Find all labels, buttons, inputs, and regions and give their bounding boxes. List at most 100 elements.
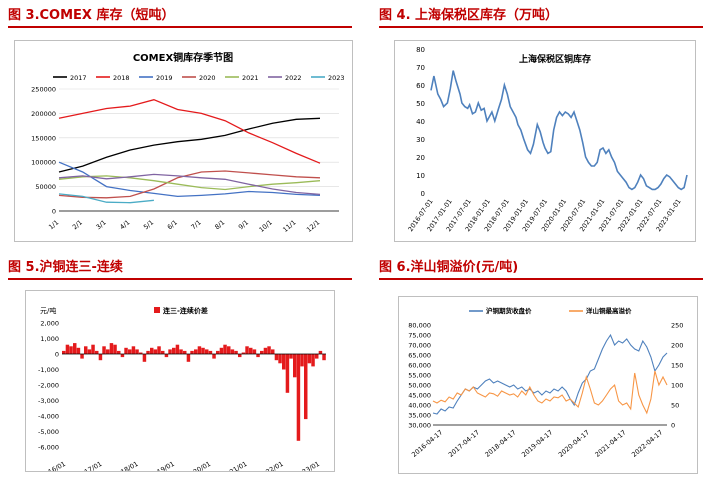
series-line-2018	[58, 99, 321, 164]
y-tick-label: 50	[416, 100, 425, 108]
y2-tick-label: 100	[671, 382, 683, 390]
bar	[304, 354, 308, 420]
series-line-2021	[58, 175, 321, 191]
spread-chart: 元/吨 连三-连续价差 2,000 1,000 0 -1,000 -2,000 -3,00…	[38, 306, 326, 471]
y-tick-label: 40	[416, 118, 425, 126]
x-tick-label: 2019-04-17	[520, 428, 554, 458]
bar	[164, 354, 169, 358]
figure-3-header: 图 3.COMEX 库存（短吨）	[8, 4, 352, 28]
chart-title: COMEX铜库存季节图	[133, 51, 233, 64]
bar	[150, 347, 154, 354]
figure-4-title: 图 4. 上海保税区库存（万吨）	[379, 8, 559, 23]
y-tick-label: 200000	[31, 110, 56, 118]
x-tick-label: 8/1	[213, 218, 226, 231]
bar	[197, 346, 202, 355]
bar	[157, 346, 161, 355]
x-tick-label: 20/01	[192, 460, 212, 471]
bar	[73, 343, 77, 354]
bar	[98, 354, 103, 361]
y2-tick-label: 50	[671, 402, 679, 410]
bar	[62, 350, 66, 354]
shanghai-chart-panel: 上海保税区铜库存 0 10 20 30 40 50 60 70 80 2016-07-01 2017…	[394, 40, 696, 242]
y-tick-label: 55,000	[408, 372, 431, 380]
comex-chart-panel: COMEX铜库存季节图 2017 2018 2019 2020 2021 2022 2023…	[14, 40, 353, 242]
y-tick-label: -3,000	[38, 397, 59, 405]
bar	[153, 349, 158, 354]
bar	[186, 354, 191, 362]
bar	[300, 354, 304, 367]
bar	[274, 354, 279, 361]
y-tick-label: 70	[416, 64, 425, 72]
y-tick-label: 2,000	[40, 320, 59, 328]
x-tick-label: 22/01	[264, 460, 284, 471]
bar	[293, 354, 297, 378]
bar	[179, 349, 183, 354]
legend-label: 2019	[156, 74, 173, 82]
bar	[95, 350, 99, 354]
bar	[216, 350, 220, 354]
y-tick-label: 20	[416, 154, 425, 162]
figure-4-header: 图 4. 上海保税区库存（万吨）	[379, 4, 703, 28]
series-line-洋山铜最高溢价	[432, 370, 668, 415]
x-tick-label: 11/1	[281, 218, 297, 234]
x-tick-label: 23/01	[301, 460, 321, 471]
figure-5-header: 图 5.沪铜连三-连续	[8, 256, 352, 280]
y-tick-label: 45,000	[408, 392, 431, 400]
bar	[260, 350, 264, 354]
y-tick-label: -5,000	[38, 428, 59, 436]
x-tick-label: 3/1	[95, 218, 108, 231]
bar	[139, 352, 143, 354]
x-tick-label: 21/01	[228, 460, 248, 471]
legend-label: 2020	[199, 74, 216, 82]
y-tick-label: -1,000	[38, 366, 59, 374]
series-line-2019	[58, 161, 321, 198]
y-tick-label: -4,000	[38, 413, 59, 421]
shanghai-chart: 上海保税区铜库存 010203040506070802016-07-012017…	[406, 46, 688, 233]
bar	[282, 354, 286, 370]
bar	[87, 349, 92, 354]
x-tick-label: 12/1	[305, 218, 321, 234]
legend-label: 连三-连续价差	[163, 306, 208, 315]
y-tick-label: 60	[416, 82, 425, 90]
x-tick-label: 4/1	[118, 218, 131, 231]
bar	[245, 346, 249, 355]
bar	[168, 349, 172, 354]
bar	[146, 350, 150, 354]
bar	[142, 354, 147, 362]
spread-chart-panel: 元/吨 连三-连续价差 2,000 1,000 0 -1,000 -2,000 -3,00…	[25, 290, 335, 472]
x-tick-label: 2017-04-17	[447, 428, 481, 458]
y-tick-label: 1,000	[40, 335, 59, 343]
y-tick-label: 30,000	[408, 422, 431, 430]
y2-tick-label: 200	[671, 342, 683, 350]
bar	[311, 354, 315, 367]
y-axis-unit: 元/吨	[40, 306, 56, 315]
y-tick-label: 50000	[35, 183, 56, 191]
bar	[322, 354, 326, 361]
bar	[117, 350, 121, 354]
x-tick-label: 9/1	[237, 218, 250, 231]
bar	[194, 349, 198, 354]
y-tick-label: 0	[421, 190, 425, 198]
x-tick-label: 2/1	[71, 218, 84, 231]
chart-title: 上海保税区铜库存	[519, 53, 591, 65]
y-tick-label: 0	[55, 351, 59, 359]
series-line-2022	[58, 173, 321, 196]
bar	[212, 354, 216, 359]
x-tick-label: 5/1	[142, 218, 155, 231]
x-tick-label: 7/1	[189, 218, 202, 231]
bar	[131, 346, 136, 355]
y2-tick-label: 0	[671, 422, 675, 430]
bar	[69, 346, 73, 355]
x-tick-label: 2020-04-17	[557, 428, 591, 458]
y-tick-label: 40,000	[408, 402, 431, 410]
bar	[91, 344, 95, 354]
bar	[296, 354, 301, 441]
bar	[256, 354, 260, 358]
bar	[285, 354, 290, 393]
y-tick-label: 10	[416, 172, 425, 180]
bar	[124, 347, 128, 354]
bar	[80, 354, 84, 359]
legend-label: 2017	[70, 74, 87, 82]
y-tick-label: 80	[416, 46, 425, 54]
figure-6-title: 图 6.洋山铜溢价(元/吨)	[379, 260, 519, 275]
